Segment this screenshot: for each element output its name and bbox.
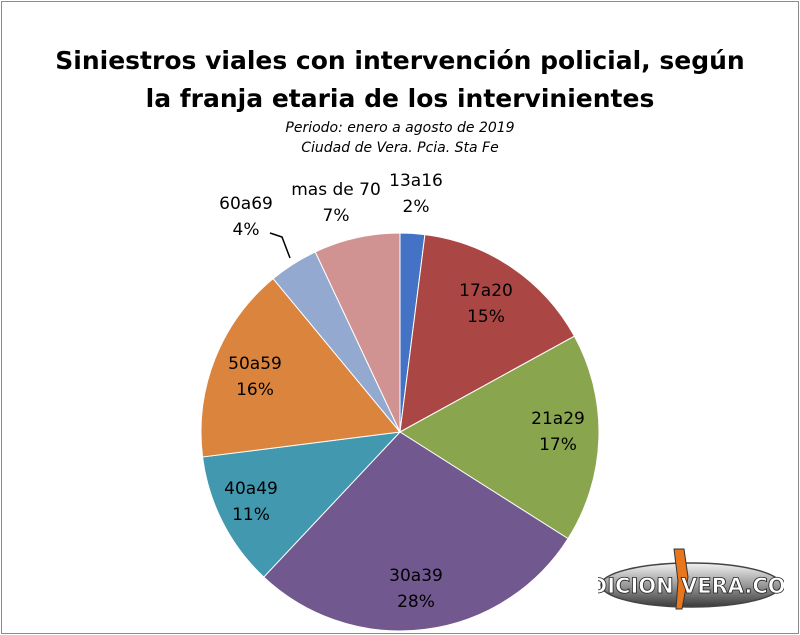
slice-percent-30a39: 28% xyxy=(397,592,435,612)
logo-wordmark: EDICION VERA.COM xyxy=(598,574,784,598)
logo-province-shape-icon xyxy=(673,548,689,610)
chart-title-line2: la franja etaria de los intervinientes xyxy=(145,84,655,113)
chart-subtitle-period: Periodo: enero a agosto de 2019 xyxy=(285,120,515,136)
slice-label-17a20: 17a20 xyxy=(459,281,513,301)
edicion-vera-logo: EDICION VERA.COM xyxy=(598,548,784,610)
slice-percent-50a59: 16% xyxy=(236,380,274,400)
pie-slice-17a20 xyxy=(399,234,576,433)
slice-label-21a29: 21a29 xyxy=(531,409,585,429)
slice-label-mas-de-70: mas de 70 xyxy=(291,180,381,200)
pie-slice-50a59 xyxy=(200,277,401,458)
pie-slice-21a29 xyxy=(399,335,600,540)
chart-title: Siniestros viales con intervención polic… xyxy=(0,42,800,118)
logo-oval xyxy=(600,562,782,608)
pie-slice-30a39 xyxy=(263,431,569,632)
slice-percent-60a69: 4% xyxy=(233,220,260,240)
slice-label-13a16: 13a16 xyxy=(389,171,443,191)
pie-slice-40a49 xyxy=(202,431,402,578)
slice-percent-17a20: 15% xyxy=(467,307,505,327)
leader-line-60a69 xyxy=(269,232,291,259)
slice-label-30a39: 30a39 xyxy=(389,566,443,586)
chart-title-line1: Siniestros viales con intervención polic… xyxy=(55,46,745,75)
chart-subtitle-location: Ciudad de Vera. Pcia. Sta Fe xyxy=(301,140,499,156)
slice-percent-21a29: 17% xyxy=(539,435,577,455)
pie-slice-mas-de-70 xyxy=(314,232,401,433)
slice-percent-13a16: 2% xyxy=(403,197,430,217)
slice-percent-mas-de-70: 7% xyxy=(323,206,350,226)
slice-label-40a49: 40a49 xyxy=(224,479,278,499)
slice-label-60a69: 60a69 xyxy=(219,194,273,214)
slice-percent-40a49: 11% xyxy=(232,505,270,525)
slice-label-50a59: 50a59 xyxy=(228,354,282,374)
